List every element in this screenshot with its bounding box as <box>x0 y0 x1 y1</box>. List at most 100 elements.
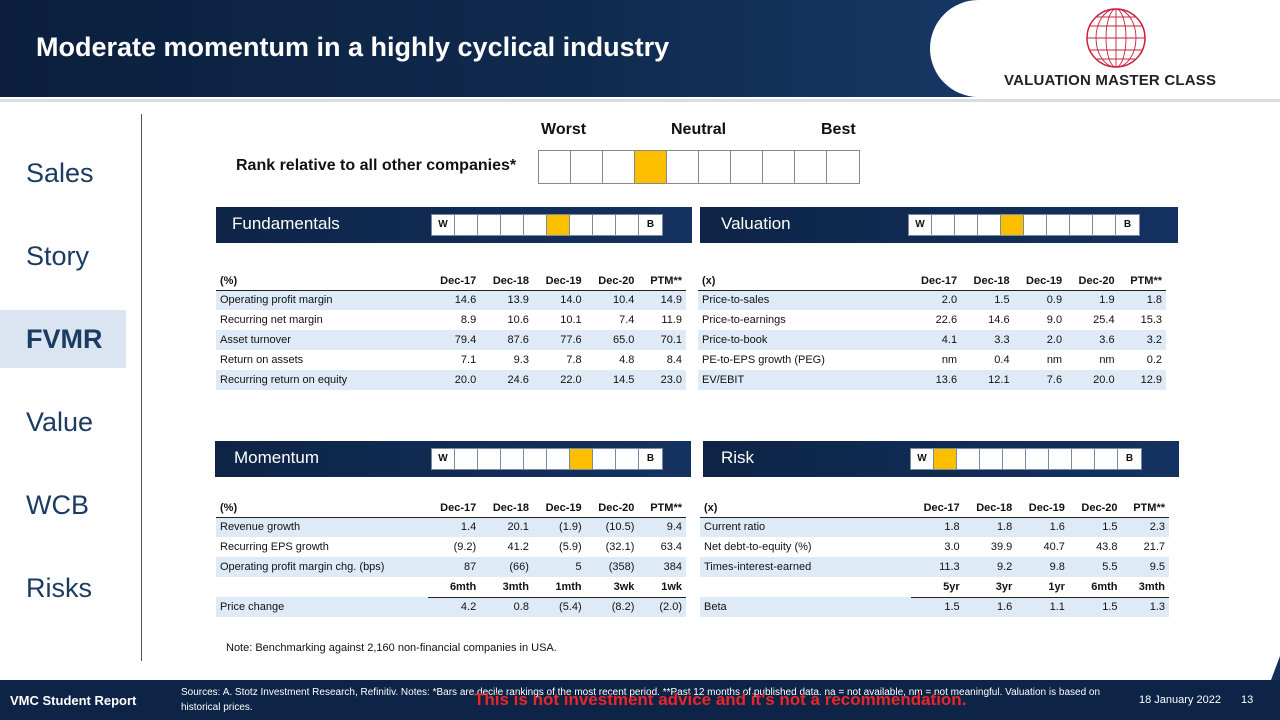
cell-value: 79.4 <box>427 330 481 350</box>
cell-value: 5 <box>532 557 586 577</box>
cell-value: 2.3 <box>1121 517 1169 537</box>
cell-value: 4.1 <box>908 330 962 350</box>
column-header: Dec-17 <box>427 500 481 518</box>
sidebar-item-fvmr[interactable]: FVMR <box>0 310 126 368</box>
column-header: PTM** <box>1121 500 1169 518</box>
rank-cell <box>1070 215 1093 235</box>
rank-cell <box>593 215 616 235</box>
best-marker: B <box>639 449 662 469</box>
period-header: 6mth <box>1068 577 1122 598</box>
cell-value: (32.1) <box>605 541 635 553</box>
cell-value: 20.0 <box>1066 370 1119 390</box>
cell-value: 9.3 <box>513 354 529 366</box>
rank-cell-selected <box>1001 215 1024 235</box>
column-header: Dec-20 <box>585 273 639 291</box>
cell-value: 7.6 <box>1013 370 1067 390</box>
table-row: Net debt-to-equity (%) 3.0 39.9 40.7 43.8 21.… <box>700 537 1169 557</box>
cell-value: 3.3 <box>961 330 1014 350</box>
rank-cell <box>667 151 699 183</box>
row-label: Price change <box>216 597 428 617</box>
table-row: Operating profit margin chg. (bps) 87 (66)… <box>216 557 686 577</box>
row-label: Price-to-earnings <box>702 314 786 326</box>
rank-cell <box>455 449 478 469</box>
row-label: Operating profit margin chg. (bps) <box>216 557 428 577</box>
sidebar-item-sales[interactable]: Sales <box>26 158 94 188</box>
row-label: EV/EBIT <box>698 370 909 390</box>
worst-marker: W <box>909 215 932 235</box>
cell-value: 8.9 <box>460 314 477 326</box>
table-row: Recurring return on equity 20.0 24.6 22.0 14… <box>216 370 686 390</box>
rank-cell <box>978 215 1001 235</box>
benchmark-note: Note: Benchmarking against 2,160 non-fin… <box>226 642 557 654</box>
sidebar-item-story[interactable]: Story <box>26 241 90 271</box>
rank-cell <box>1095 449 1118 469</box>
cell-value: 1.8 <box>1118 290 1166 310</box>
cell-value: nm <box>1099 354 1115 366</box>
cell-value: 24.6 <box>480 370 533 390</box>
section-title: Valuation <box>721 214 791 233</box>
table-row: Price change 4.2 0.8 (5.4) (8.2) (2.0) <box>216 597 686 617</box>
column-header: Dec-19 <box>532 500 586 518</box>
cell-value: 77.6 <box>532 330 586 350</box>
cell-value: 3.0 <box>944 541 960 553</box>
footer-sources: Sources: A. Stotz Investment Research, R… <box>181 687 1101 713</box>
period-header: 3mth <box>480 577 533 598</box>
column-header: Dec-17 <box>911 500 964 518</box>
cell-value: (1.9) <box>532 517 586 537</box>
rank-best-label: Best <box>821 121 856 138</box>
table-row: Operating profit margin 14.6 13.9 14.0 10.4 1… <box>216 290 686 310</box>
rank-cell <box>616 449 639 469</box>
column-header: PTM** <box>1118 273 1166 291</box>
rank-cell <box>955 215 978 235</box>
column-header: Dec-18 <box>480 500 533 518</box>
rank-bar <box>538 150 860 184</box>
period-header: 5yr <box>911 577 964 598</box>
header-divider <box>0 99 1280 102</box>
sidebar-item-risks[interactable]: Risks <box>26 573 92 603</box>
rank-cell <box>957 449 980 469</box>
cell-value: 65.0 <box>585 330 639 350</box>
sidebar-item-value[interactable]: Value <box>26 407 94 437</box>
footer-date: 18 January 2022 <box>1139 694 1221 706</box>
rank-cell <box>478 449 501 469</box>
table-row: Price-to-book 4.1 3.3 2.0 3.6 3.2 <box>698 330 1166 350</box>
footer: VMC Student Report Sources: A. Stotz Inv… <box>0 680 1280 720</box>
rank-cell <box>1003 449 1026 469</box>
column-header: Dec-20 <box>1068 500 1122 518</box>
row-label: Operating profit margin <box>216 290 428 310</box>
column-header: Dec-19 <box>532 273 586 291</box>
cell-value: 384 <box>638 557 686 577</box>
cell-value: nm <box>1046 354 1063 366</box>
rank-cell <box>699 151 731 183</box>
cell-value: 9.5 <box>1121 557 1169 577</box>
best-marker: B <box>639 215 662 235</box>
cell-value: 1.3 <box>1121 597 1169 617</box>
cell-value: 7.4 <box>619 314 635 326</box>
rank-cell <box>1024 215 1047 235</box>
rank-cell <box>501 449 524 469</box>
column-header: Dec-18 <box>480 273 533 291</box>
cell-value: 1.5 <box>1068 597 1122 617</box>
column-header: Dec-18 <box>961 273 1014 291</box>
cell-value: 1.5 <box>911 597 964 617</box>
cell-value: 13.9 <box>480 290 533 310</box>
rank-cell-selected <box>570 449 593 469</box>
period-header: 3yr <box>963 577 1017 598</box>
cell-value: 0.9 <box>1013 290 1067 310</box>
sidebar-item-wcb[interactable]: WCB <box>26 490 89 520</box>
cell-value: 13.6 <box>908 370 962 390</box>
rank-cell <box>827 151 859 183</box>
cell-value: 4.2 <box>427 597 481 617</box>
cell-value: 14.9 <box>638 290 686 310</box>
rank-cell <box>455 215 478 235</box>
row-label: Price-to-sales <box>698 290 909 310</box>
globe-icon <box>1086 8 1146 68</box>
cell-value: 20.1 <box>480 517 533 537</box>
period-header: 1yr <box>1016 577 1069 598</box>
rank-cell <box>1093 215 1116 235</box>
row-label: Net debt-to-equity (%) <box>704 541 812 553</box>
